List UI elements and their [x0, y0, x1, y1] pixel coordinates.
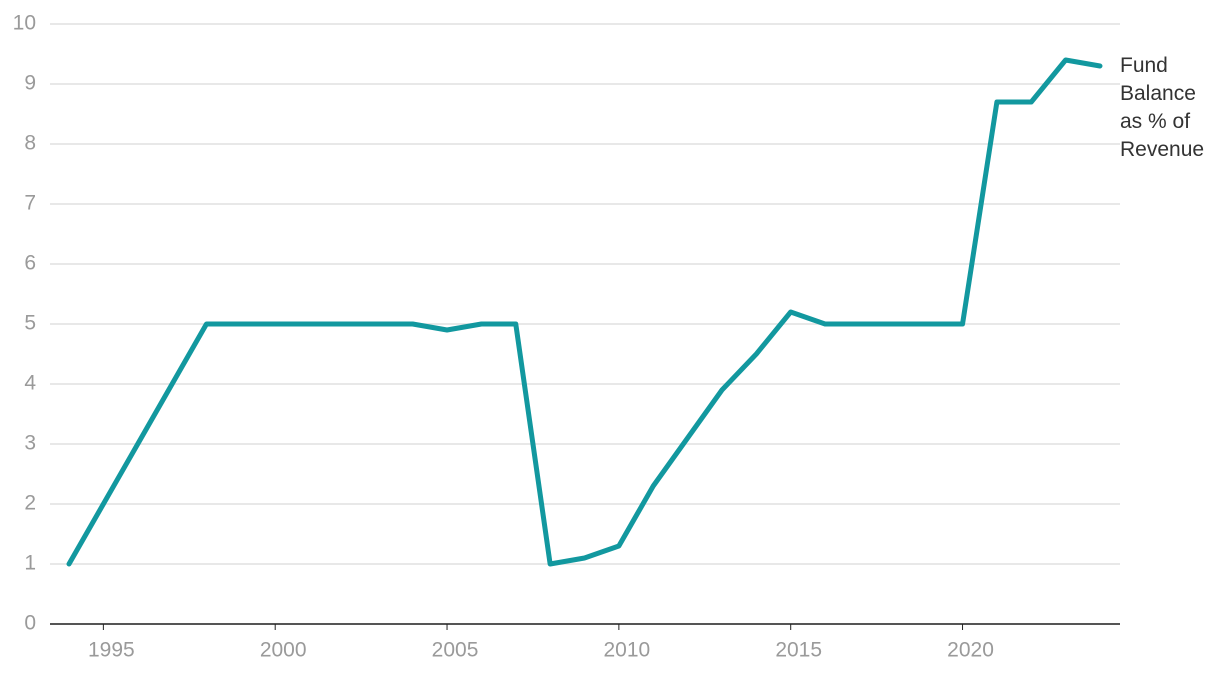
x-tick-label: 2010	[604, 639, 651, 662]
y-tick-label: 10	[13, 12, 36, 35]
x-tick-label: 2015	[775, 639, 822, 662]
y-tick-label: 7	[24, 192, 36, 215]
series-label: Fund Balance as % of Revenue	[1120, 54, 1205, 161]
y-tick-label: 6	[24, 252, 36, 275]
x-tick-label: 1995	[88, 639, 135, 662]
y-tick-label: 5	[24, 312, 36, 335]
y-tick-label: 2	[24, 492, 36, 515]
y-tick-label: 3	[24, 432, 36, 455]
y-tick-label: 0	[24, 612, 36, 635]
x-tick-label: 2005	[432, 639, 479, 662]
x-tick-label: 2020	[947, 639, 994, 662]
y-tick-label: 1	[24, 552, 36, 575]
y-tick-label: 4	[24, 372, 36, 395]
x-tick-label: 2000	[260, 639, 307, 662]
y-tick-label: 9	[24, 72, 36, 95]
line	[66, 57, 1103, 567]
y-tick-label: 8	[24, 132, 36, 155]
